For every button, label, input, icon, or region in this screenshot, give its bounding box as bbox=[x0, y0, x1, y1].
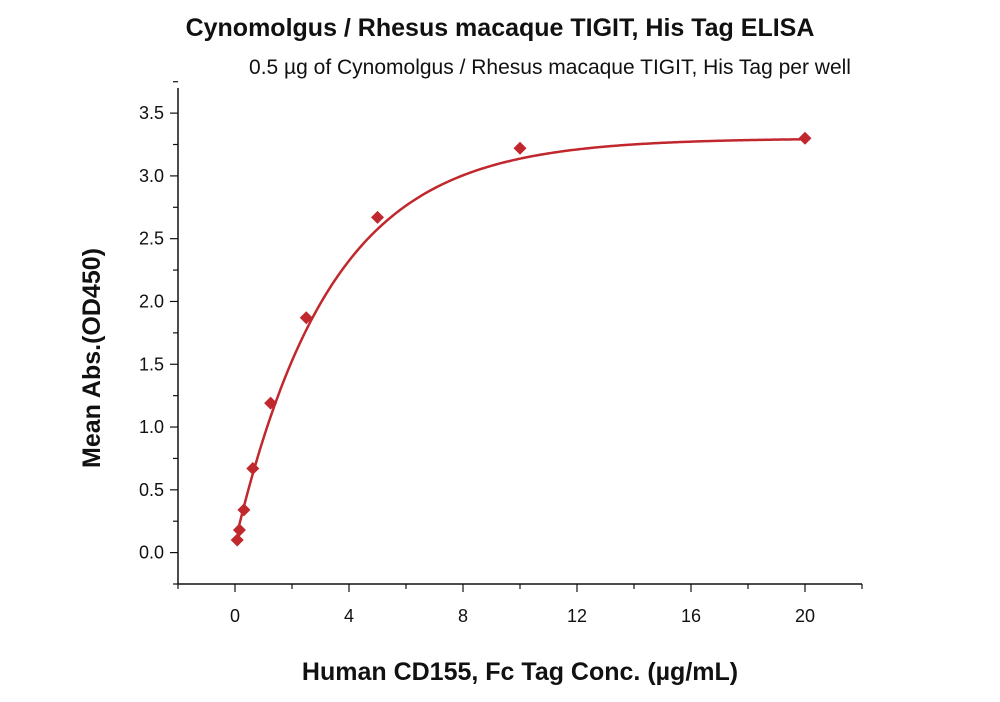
chart-subtitle: 0.5 µg of Cynomolgus / Rhesus macaque TI… bbox=[249, 56, 851, 79]
y-tick-label: 3.0 bbox=[139, 166, 164, 186]
data-point bbox=[246, 461, 260, 475]
data-point bbox=[237, 503, 251, 517]
y-tick-label: 1.5 bbox=[139, 354, 164, 374]
data-point bbox=[232, 523, 246, 537]
x-axis-label: Human CD155, Fc Tag Conc. (µg/mL) bbox=[302, 658, 738, 686]
x-tick-label: 4 bbox=[344, 606, 354, 626]
x-tick-label: 16 bbox=[681, 606, 701, 626]
y-tick-label: 2.5 bbox=[139, 229, 164, 249]
y-tick-label: 2.0 bbox=[139, 291, 164, 311]
fit-curve bbox=[236, 138, 806, 534]
axes bbox=[177, 88, 862, 585]
y-tick-label: 3.5 bbox=[139, 103, 164, 123]
data-point bbox=[230, 533, 244, 547]
data-points bbox=[230, 131, 812, 547]
x-tick-label: 12 bbox=[567, 606, 587, 626]
fit-curve-group bbox=[236, 138, 806, 534]
y-tick-label: 1.0 bbox=[139, 417, 164, 437]
y-tick-label: 0.0 bbox=[139, 543, 164, 563]
y-ticks: 0.0 0.5 1.0 1.5 2.0 2.5 3.0 3.5 bbox=[139, 81, 178, 585]
data-point bbox=[371, 210, 384, 224]
data-point bbox=[513, 141, 527, 155]
x-tick-label: 8 bbox=[458, 606, 468, 626]
data-point bbox=[264, 396, 278, 410]
x-tick-label: 0 bbox=[230, 606, 240, 626]
y-axis-label: Mean Abs.(OD450) bbox=[78, 248, 106, 468]
data-point bbox=[299, 311, 313, 325]
y-tick-label: 0.5 bbox=[139, 480, 164, 500]
chart-title: Cynomolgus / Rhesus macaque TIGIT, His T… bbox=[185, 14, 815, 42]
x-ticks: 0 4 8 12 16 20 bbox=[177, 584, 863, 626]
data-point bbox=[798, 131, 812, 145]
x-tick-label: 20 bbox=[795, 606, 815, 626]
